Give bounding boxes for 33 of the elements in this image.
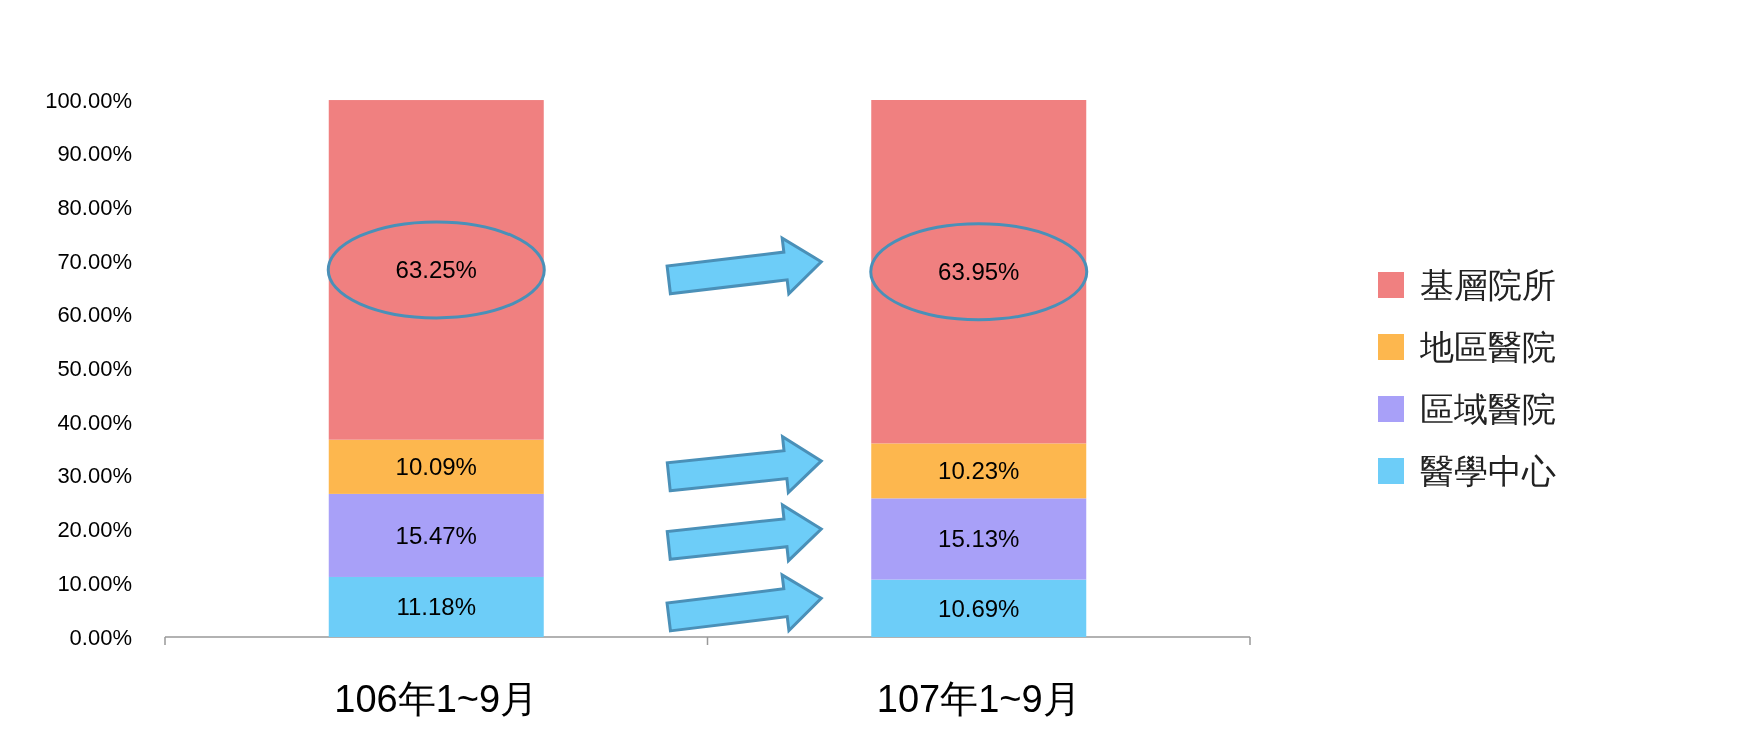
bar (328, 576, 544, 637)
data-label: 10.09% (395, 453, 477, 481)
data-label: 15.13% (938, 525, 1020, 553)
data-label: 10.23% (938, 457, 1020, 485)
legend-label: 醫學中心 (1420, 452, 1556, 490)
legend-label: 地區醫院 (1419, 328, 1556, 366)
y-tick-label: 60.00% (57, 302, 132, 328)
y-tick-label: 80.00% (57, 194, 132, 220)
bar (328, 100, 544, 440)
bar (871, 498, 1087, 580)
y-tick-label: 10.00% (57, 570, 132, 596)
bar (328, 493, 544, 577)
bar (328, 439, 544, 494)
y-tick-label: 20.00% (57, 517, 132, 543)
y-tick-label: 90.00% (57, 141, 132, 167)
x-tick-label: 107年1~9月 (876, 678, 1081, 720)
y-tick-label: 100.00% (45, 87, 132, 113)
data-label: 63.95% (938, 258, 1020, 286)
legend-label: 區域醫院 (1420, 390, 1556, 428)
bar (871, 579, 1087, 637)
y-tick-label: 50.00% (57, 356, 132, 381)
data-label: 11.18% (396, 593, 477, 621)
data-label: 10.69% (938, 594, 1020, 622)
x-tick-label: 106年1~9月 (334, 678, 539, 720)
y-tick-label: 40.00% (57, 409, 132, 435)
y-tick-label: 0.00% (69, 624, 132, 650)
bar (871, 100, 1087, 444)
y-tick-label: 30.00% (57, 463, 132, 489)
legend-label: 基層院所 (1420, 266, 1556, 304)
y-tick-label: 70.00% (57, 248, 132, 274)
data-label: 63.25% (395, 256, 477, 284)
bar (871, 443, 1087, 499)
data-label: 15.47% (395, 521, 477, 549)
